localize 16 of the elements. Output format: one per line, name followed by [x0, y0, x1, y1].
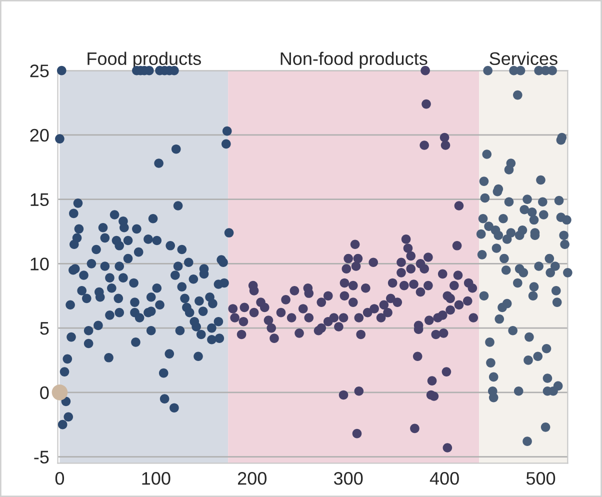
- band-label: Services: [490, 52, 558, 66]
- x-tick-label: 400: [430, 472, 459, 485]
- x-tick-label: 100: [142, 472, 170, 485]
- band-label: Food products: [88, 52, 201, 69]
- y-tick-label: 0: [40, 386, 49, 400]
- x-tick-label: 0: [55, 472, 64, 485]
- y-tick-label: -5: [34, 450, 49, 464]
- band-label: Non-food products: [280, 52, 428, 69]
- y-tick-label: 15: [30, 193, 49, 206]
- y-tick-label: 10: [30, 258, 49, 270]
- x-tick-label: 200: [238, 472, 266, 485]
- y-tick-label: 25: [30, 64, 49, 78]
- y-tick-label: 5: [40, 322, 49, 335]
- x-tick-label: 300: [334, 472, 363, 485]
- x-tick-label: 500: [526, 472, 556, 485]
- y-tick-label: 20: [30, 128, 49, 142]
